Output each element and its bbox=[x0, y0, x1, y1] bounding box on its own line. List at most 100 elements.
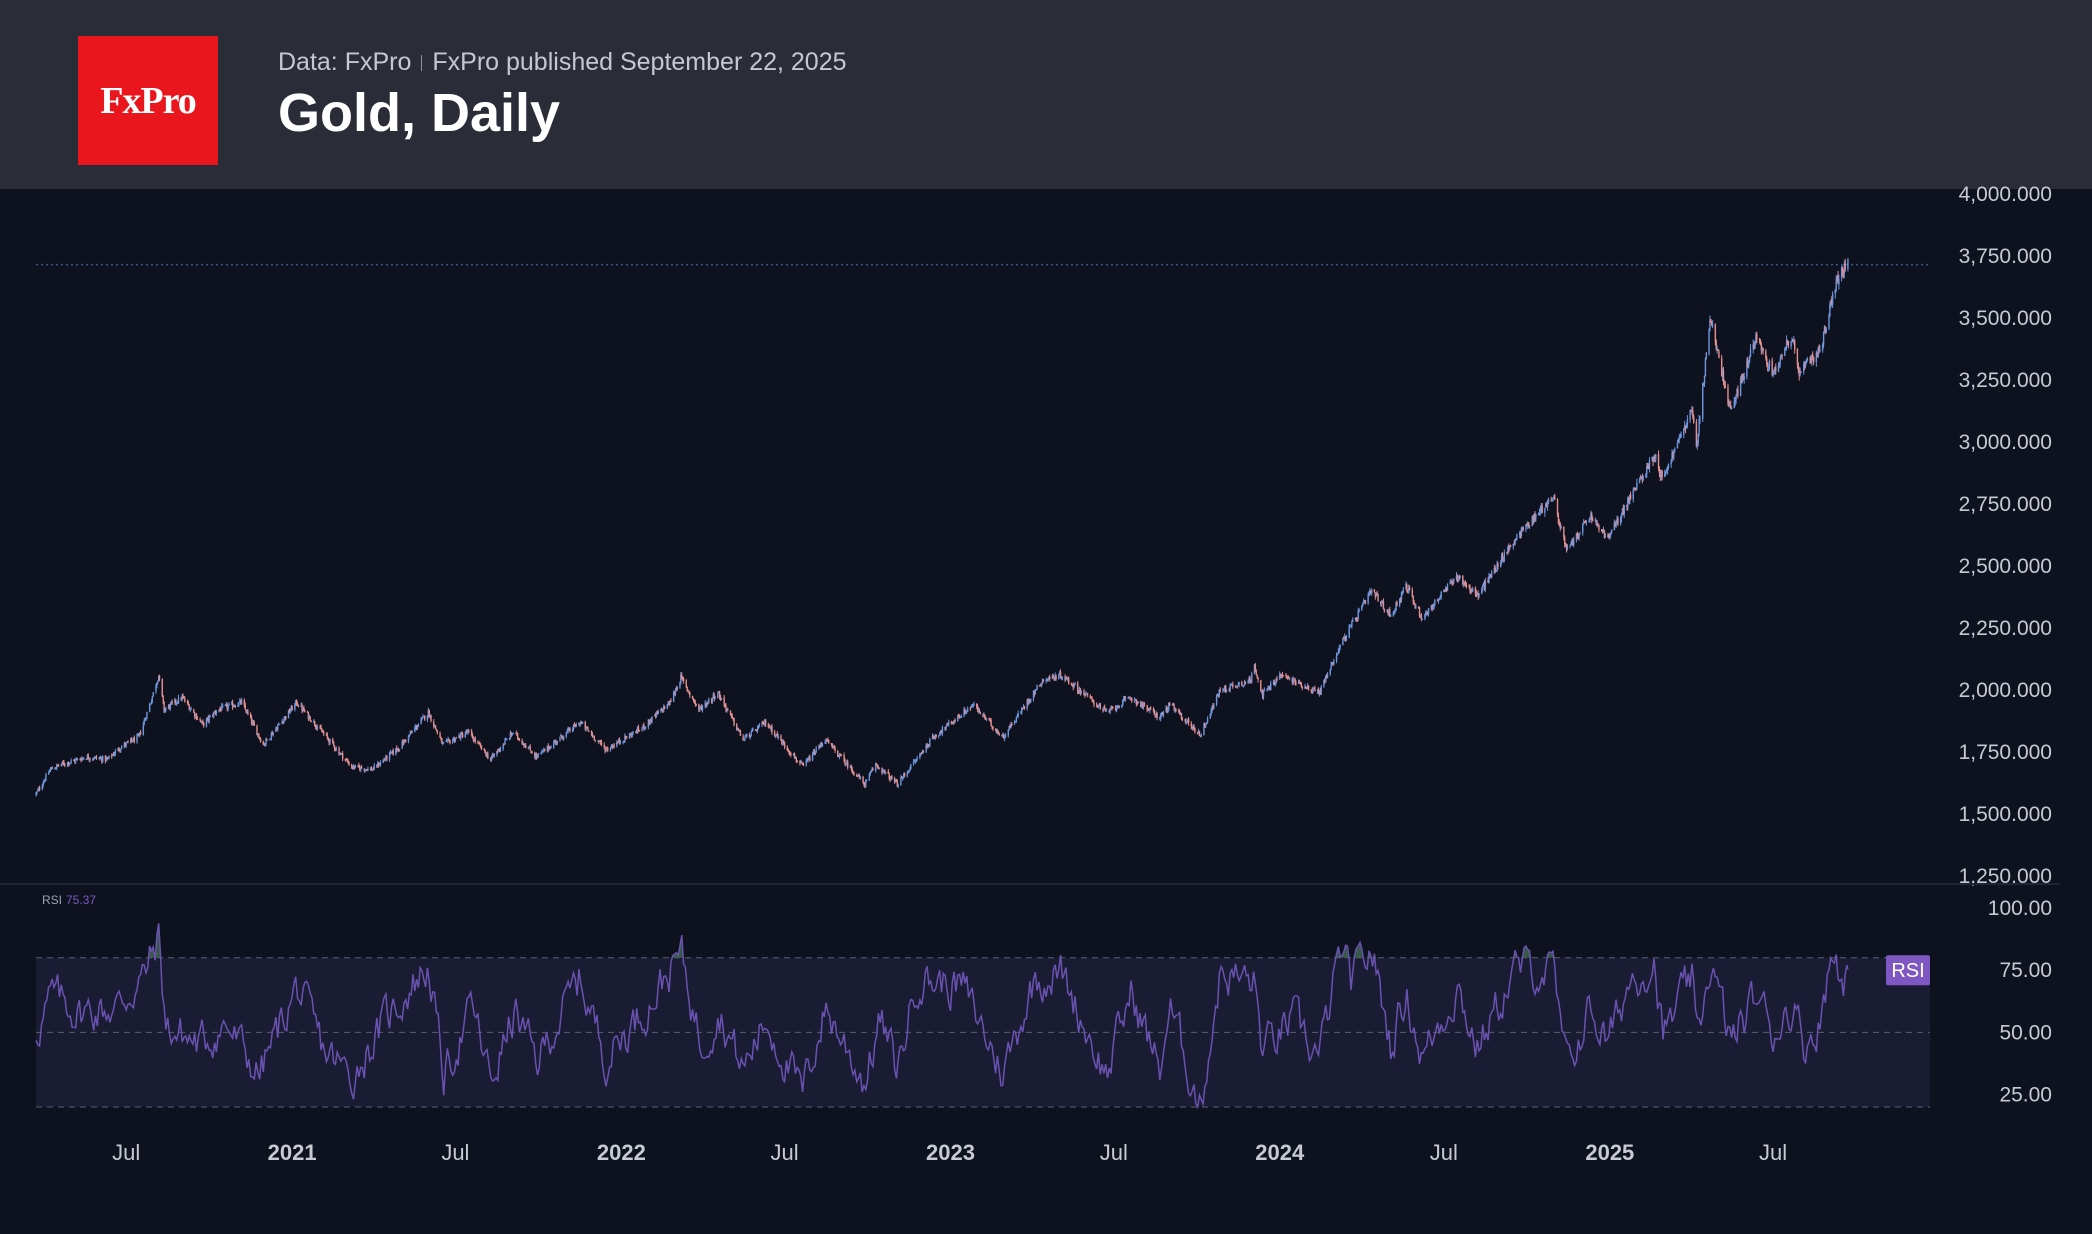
candle-body bbox=[1060, 677, 1063, 679]
candle-body bbox=[1591, 519, 1594, 521]
candle-body bbox=[975, 704, 978, 707]
candle-body bbox=[415, 726, 417, 728]
candle-body bbox=[193, 709, 195, 713]
candle-body bbox=[1528, 525, 1531, 527]
candle-body bbox=[1760, 343, 1763, 351]
candle-body bbox=[1525, 524, 1527, 530]
candle-body bbox=[966, 711, 968, 713]
candle-body bbox=[1218, 689, 1220, 697]
candle-body bbox=[584, 722, 586, 730]
candle-body bbox=[186, 700, 189, 703]
candle-body bbox=[424, 715, 426, 720]
candle-body bbox=[417, 724, 420, 727]
candle-body bbox=[1748, 361, 1750, 367]
candle-body bbox=[556, 741, 559, 744]
candle-body bbox=[163, 701, 165, 712]
candle-body bbox=[99, 758, 101, 760]
candle-body bbox=[184, 698, 186, 702]
candle-body bbox=[388, 752, 391, 760]
candle-body bbox=[1647, 466, 1650, 469]
candle-body bbox=[1387, 610, 1389, 614]
candle-body bbox=[1400, 592, 1403, 600]
candle-body bbox=[616, 742, 618, 747]
candle-body bbox=[1036, 684, 1038, 690]
candle-body bbox=[825, 739, 827, 743]
candle-body bbox=[1344, 636, 1347, 640]
candle-body bbox=[1292, 679, 1294, 683]
candle-body bbox=[508, 738, 511, 740]
candle-body bbox=[1607, 534, 1609, 538]
candle-body bbox=[662, 709, 664, 712]
candle-body bbox=[1847, 259, 1849, 269]
candle-body bbox=[643, 724, 645, 729]
candle-body bbox=[1821, 344, 1824, 351]
candle-body bbox=[679, 682, 681, 688]
candle-body bbox=[1014, 721, 1017, 723]
candle-body bbox=[123, 743, 126, 747]
candle-body bbox=[1526, 523, 1528, 526]
candle-body bbox=[1758, 339, 1761, 341]
candle-body bbox=[510, 732, 513, 735]
candle-body bbox=[922, 750, 925, 752]
candle-body bbox=[1156, 712, 1158, 718]
candle-body bbox=[151, 696, 154, 702]
candle-body bbox=[1455, 575, 1458, 580]
rsi-overbought-fill bbox=[156, 923, 159, 958]
candle-body bbox=[352, 765, 355, 768]
candle-body bbox=[1792, 339, 1794, 342]
candle-body bbox=[496, 751, 498, 755]
candle-body bbox=[1621, 508, 1624, 515]
candle-body bbox=[262, 741, 264, 745]
candle-body bbox=[523, 743, 525, 746]
candle-body bbox=[1823, 326, 1826, 333]
candle-body bbox=[1355, 617, 1358, 620]
candle-body bbox=[547, 745, 549, 750]
candle-body bbox=[231, 702, 234, 708]
candle-body bbox=[1248, 677, 1250, 682]
candle-body bbox=[925, 744, 927, 752]
candle-body bbox=[415, 726, 418, 729]
candle-body bbox=[119, 750, 121, 752]
candle-body bbox=[1127, 697, 1129, 699]
x-axis: Jul 2021 Jul 2022 Jul 2023 Jul 2024 Jul 2025 Jul bbox=[112, 1140, 1787, 1165]
candle-body bbox=[1588, 520, 1590, 522]
candle-body bbox=[183, 697, 185, 699]
candle-body bbox=[1604, 534, 1607, 538]
rsi-tick-label: 50.00 bbox=[1999, 1021, 2052, 1044]
candle-body bbox=[1634, 487, 1636, 490]
candle-body bbox=[776, 733, 779, 737]
candle-body bbox=[1143, 703, 1146, 705]
candle-body bbox=[651, 716, 653, 722]
candle-body bbox=[773, 732, 776, 737]
candle-body bbox=[1086, 693, 1088, 695]
candle-body bbox=[1761, 348, 1763, 352]
candle-body bbox=[591, 734, 594, 737]
candle-body bbox=[571, 729, 574, 732]
candle-body bbox=[812, 751, 815, 755]
candle-body bbox=[478, 742, 480, 744]
candle-body bbox=[1502, 560, 1505, 562]
candle-body bbox=[954, 719, 956, 722]
candle-body bbox=[165, 708, 167, 710]
candle-body bbox=[1297, 682, 1300, 684]
candle-body bbox=[1545, 503, 1548, 507]
candle-body bbox=[944, 727, 946, 730]
candle-body bbox=[1774, 366, 1776, 372]
candle-body bbox=[1067, 677, 1070, 684]
candle-body bbox=[843, 754, 845, 761]
candle-body bbox=[966, 708, 969, 712]
candle-body bbox=[929, 739, 931, 747]
candle-body bbox=[1015, 717, 1018, 722]
candle-body bbox=[1389, 615, 1392, 617]
candle-body bbox=[775, 734, 778, 736]
candle-body bbox=[1351, 622, 1353, 626]
candle-body bbox=[845, 763, 847, 765]
candle-body bbox=[395, 748, 397, 755]
candle-body bbox=[1374, 592, 1377, 597]
candle-body bbox=[247, 711, 249, 714]
candle-body bbox=[297, 705, 300, 707]
candle-body bbox=[1734, 399, 1736, 402]
candle-body bbox=[353, 765, 356, 769]
candle-body bbox=[302, 707, 304, 711]
candle-body bbox=[441, 738, 443, 744]
